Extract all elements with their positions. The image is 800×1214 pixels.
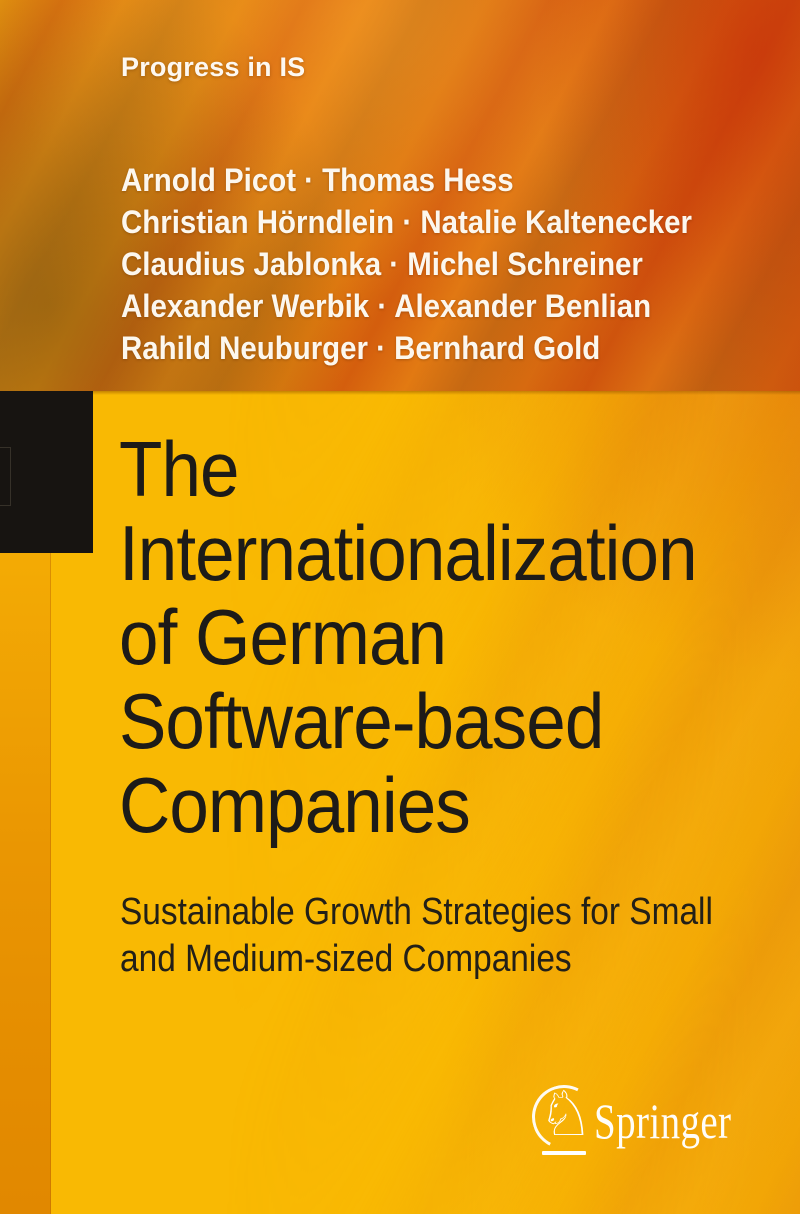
panel-streak-texture [0,391,800,1214]
subtitle-line: and Medium-sized Companies [120,938,572,980]
series-label: Progress in IS [121,52,306,82]
book-subtitle: Sustainable Growth Strategies for Small … [120,889,713,983]
subtitle-line: Sustainable Growth Strategies for Small [120,891,713,933]
cover-art-top-band: Progress in IS Arnold Picot · Thomas Hes… [0,0,800,391]
author-line: Arnold Picot · Thomas Hess [121,162,514,198]
title-line: Software-based [119,677,604,765]
tab-outline-mark [0,447,11,506]
title-line: The [119,425,239,513]
author-line: Claudius Jablonka · Michel Schreiner [121,246,643,282]
title-line: Companies [119,761,471,849]
title-line: of German [119,593,447,681]
black-corner-tab [0,391,93,553]
book-title: The Internationalization of German Softw… [119,425,698,849]
author-line: Rahild Neuburger · Bernhard Gold [121,330,601,366]
author-line: Alexander Werbik · Alexander Benlian [121,288,652,324]
title-panel: The Internationalization of German Softw… [0,391,800,1214]
author-line: Christian Hörndlein · Natalie Kaltenecke… [121,204,692,240]
title-line: Internationalization [119,509,698,597]
authors-block: Arnold Picot · Thomas Hess Christian Hör… [121,159,692,369]
spine-fold-stripe [0,553,51,1214]
